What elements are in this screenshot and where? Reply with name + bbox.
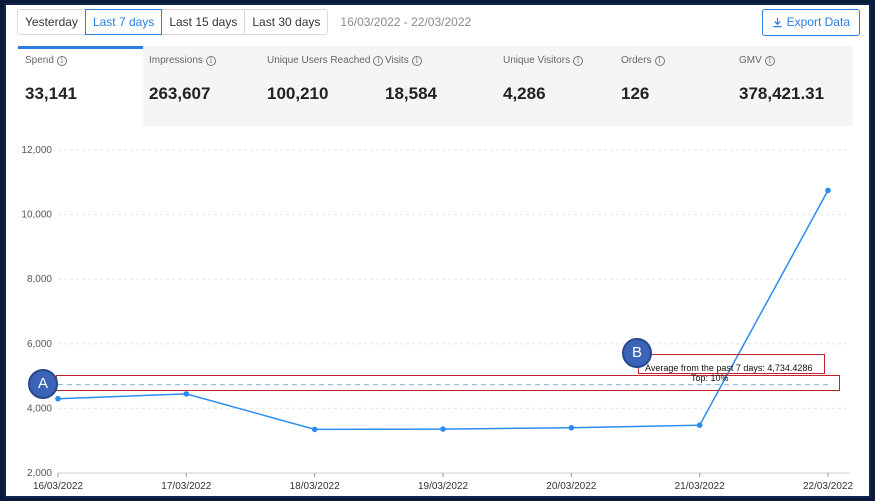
metric-label: Visits: [385, 55, 409, 66]
data-point: [440, 426, 446, 432]
export-data-button[interactable]: Export Data: [761, 9, 860, 36]
data-point: [696, 422, 703, 428]
data-point: [825, 187, 831, 194]
metric-unique-users-reached[interactable]: Unique Users Reached i 100,210: [260, 46, 384, 126]
metric-gmv[interactable]: GMV i 378,421.31: [732, 46, 853, 126]
info-icon[interactable]: i: [764, 55, 775, 66]
metric-label: Impressions: [149, 55, 203, 66]
info-icon[interactable]: i: [411, 55, 422, 66]
info-icon[interactable]: i: [654, 55, 665, 66]
data-point: [311, 426, 318, 433]
metric-impressions[interactable]: Impressions i 263,607: [142, 46, 260, 126]
x-tick-label: 18/03/2022: [290, 481, 340, 492]
y-tick-label: 8,000: [27, 274, 52, 285]
metric-visits[interactable]: Visits i 18,584: [378, 46, 496, 126]
metric-value: 100,210: [267, 84, 329, 103]
y-tick-label: 6,000: [27, 339, 52, 350]
info-icon[interactable]: i: [573, 55, 584, 66]
export-data-label: Export Data: [786, 15, 850, 29]
x-tick-label: 20/03/2022: [546, 481, 596, 492]
metrics-bar: Spend i 33,141 Impressions i 263,607 Uniqu…: [18, 46, 853, 126]
metric-label: GMV: [739, 55, 762, 66]
series-line: [57, 190, 829, 431]
x-tick-label: 21/03/2022: [675, 481, 725, 492]
period-15-days-button[interactable]: Last 15 days: [162, 10, 246, 34]
data-point: [55, 395, 61, 402]
info-icon[interactable]: i: [56, 55, 67, 66]
top-percent-label: Top: 10%: [691, 373, 729, 383]
download-icon: [773, 17, 782, 28]
data-point: [183, 391, 190, 397]
metric-value: 378,421.31: [739, 84, 825, 103]
average-label: Average from the past 7 days: 4,734.4286: [645, 363, 813, 373]
info-icon[interactable]: i: [373, 55, 384, 66]
x-tick-label: 16/03/2022: [33, 481, 83, 492]
info-icon[interactable]: i: [205, 55, 216, 66]
metric-value: 4,286: [503, 84, 546, 103]
y-tick-label: 12,000: [21, 145, 52, 156]
toolbar: Yesterday Last 7 days Last 15 days Last …: [17, 9, 471, 35]
metric-value: 263,607: [149, 84, 211, 103]
metric-spend[interactable]: Spend i 33,141: [18, 46, 143, 126]
callout-b: B: [622, 338, 652, 368]
metric-label: Orders: [621, 55, 652, 66]
period-30-days-button[interactable]: Last 30 days: [252, 15, 321, 29]
y-tick-label: 4,000: [27, 403, 52, 414]
metric-orders[interactable]: Orders i 126: [614, 46, 732, 126]
date-range[interactable]: 16/03/2022 - 22/03/2022: [340, 15, 472, 29]
y-tick-label: 10,000: [21, 210, 52, 221]
x-tick-label: 19/03/2022: [418, 481, 468, 492]
x-tick-label: 17/03/2022: [161, 481, 211, 492]
y-tick-label: 2,000: [27, 468, 52, 479]
metric-value: 126: [621, 84, 650, 103]
period-7-days-button[interactable]: Last 7 days: [84, 9, 163, 35]
metric-value: 18,584: [385, 84, 437, 103]
metric-label: Unique Visitors: [503, 55, 571, 66]
metric-label: Unique Users Reached: [267, 55, 371, 66]
metric-value: 33,141: [25, 84, 77, 103]
callout-a: A: [28, 369, 58, 399]
metric-label: Spend: [25, 55, 54, 66]
metric-unique-visitors[interactable]: Unique Visitors i 4,286: [496, 46, 614, 126]
period-selector: Yesterday Last 7 days Last 15 days Last …: [17, 9, 329, 35]
x-tick-label: 22/03/2022: [803, 481, 853, 492]
data-point: [568, 424, 575, 431]
